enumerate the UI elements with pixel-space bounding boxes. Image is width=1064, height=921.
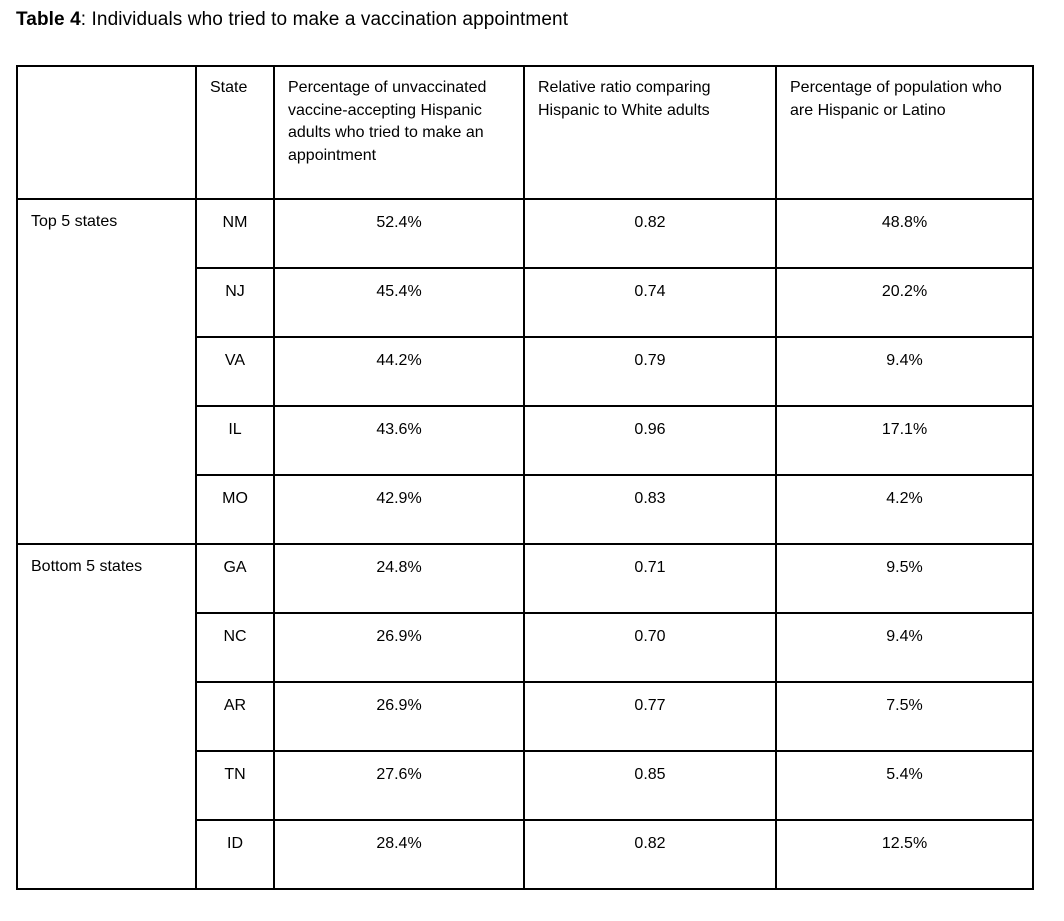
group-label-cell: Top 5 states — [16, 198, 197, 545]
pct-tried-cell: 42.9% — [273, 474, 525, 545]
header-pct-tried-appointment: Percentage of unvaccinated vaccine-accep… — [273, 65, 525, 200]
state-cell: IL — [195, 405, 275, 476]
table-number-label: Table 4 — [16, 9, 81, 30]
state-cell: NM — [195, 198, 275, 269]
table-row: NJ 45.4% 0.74 20.2% — [17, 267, 1034, 338]
state-cell: NC — [195, 612, 275, 683]
pct-population-cell: 12.5% — [775, 819, 1034, 890]
pct-tried-cell: 26.9% — [273, 681, 525, 752]
pct-population-cell: 7.5% — [775, 681, 1034, 752]
ratio-cell: 0.82 — [523, 198, 777, 269]
state-cell: NJ — [195, 267, 275, 338]
state-cell: ID — [195, 819, 275, 890]
table-row: IL 43.6% 0.96 17.1% — [17, 405, 1034, 476]
group-label-cell: Bottom 5 states — [16, 543, 197, 890]
pct-population-cell: 20.2% — [775, 267, 1034, 338]
pct-population-cell: 5.4% — [775, 750, 1034, 821]
vaccination-appointment-table: State Percentage of unvaccinated vaccine… — [16, 65, 1034, 890]
pct-population-cell: 9.5% — [775, 543, 1034, 614]
pct-tried-cell: 52.4% — [273, 198, 525, 269]
pct-tried-cell: 28.4% — [273, 819, 525, 890]
state-cell: GA — [195, 543, 275, 614]
pct-tried-cell: 26.9% — [273, 612, 525, 683]
ratio-cell: 0.82 — [523, 819, 777, 890]
table-row: AR 26.9% 0.77 7.5% — [17, 681, 1034, 752]
state-cell: MO — [195, 474, 275, 545]
pct-population-cell: 17.1% — [775, 405, 1034, 476]
state-cell: TN — [195, 750, 275, 821]
table-row: MO 42.9% 0.83 4.2% — [17, 474, 1034, 545]
pct-tried-cell: 27.6% — [273, 750, 525, 821]
header-relative-ratio: Relative ratio comparing Hispanic to Whi… — [523, 65, 777, 200]
pct-population-cell: 48.8% — [775, 198, 1034, 269]
state-cell: VA — [195, 336, 275, 407]
header-state: State — [195, 65, 275, 200]
state-cell: AR — [195, 681, 275, 752]
header-group-blank — [16, 65, 197, 200]
pct-population-cell: 4.2% — [775, 474, 1034, 545]
ratio-cell: 0.70 — [523, 612, 777, 683]
ratio-cell: 0.71 — [523, 543, 777, 614]
table-row: NC 26.9% 0.70 9.4% — [17, 612, 1034, 683]
ratio-cell: 0.74 — [523, 267, 777, 338]
table-row: Top 5 states NM 52.4% 0.82 48.8% — [16, 198, 1034, 545]
ratio-cell: 0.77 — [523, 681, 777, 752]
pct-population-cell: 9.4% — [775, 336, 1034, 407]
pct-tried-cell: 45.4% — [273, 267, 525, 338]
pct-tried-cell: 44.2% — [273, 336, 525, 407]
pct-tried-cell: 24.8% — [273, 543, 525, 614]
title-text: : Individuals who tried to make a vaccin… — [80, 9, 569, 30]
header-row: State Percentage of unvaccinated vaccine… — [16, 65, 1034, 200]
pct-population-cell: 9.4% — [775, 612, 1034, 683]
ratio-cell: 0.85 — [523, 750, 777, 821]
table-row: Bottom 5 states GA 24.8% 0.71 9.5% — [16, 543, 1034, 890]
page-title: Table 4: Individuals who tried to make a… — [16, 9, 1048, 31]
ratio-cell: 0.96 — [523, 405, 777, 476]
ratio-cell: 0.79 — [523, 336, 777, 407]
table-row: TN 27.6% 0.85 5.4% — [17, 750, 1034, 821]
table-row: VA 44.2% 0.79 9.4% — [17, 336, 1034, 407]
table-row: ID 28.4% 0.82 12.5% — [17, 819, 1034, 890]
header-pct-population: Percentage of population who are Hispani… — [775, 65, 1034, 200]
pct-tried-cell: 43.6% — [273, 405, 525, 476]
ratio-cell: 0.83 — [523, 474, 777, 545]
